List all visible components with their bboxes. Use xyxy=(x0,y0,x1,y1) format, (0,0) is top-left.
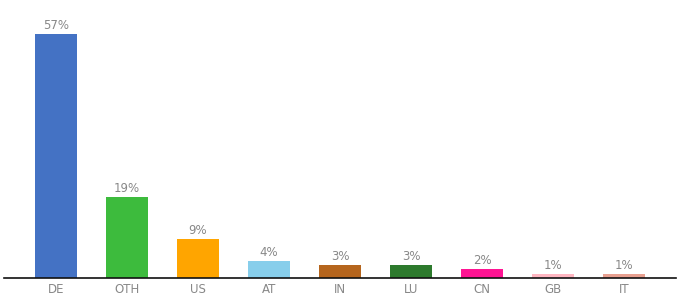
Bar xyxy=(35,34,78,278)
Bar xyxy=(602,274,645,278)
Text: 1%: 1% xyxy=(544,259,562,272)
Text: 2%: 2% xyxy=(473,254,492,267)
Text: 57%: 57% xyxy=(43,19,69,32)
Bar xyxy=(461,269,503,278)
Bar xyxy=(390,265,432,278)
Bar xyxy=(319,265,361,278)
Text: 9%: 9% xyxy=(188,224,207,237)
Bar xyxy=(248,261,290,278)
Text: 4%: 4% xyxy=(260,246,278,259)
Bar xyxy=(532,274,575,278)
Text: 1%: 1% xyxy=(615,259,633,272)
Text: 3%: 3% xyxy=(330,250,350,263)
Text: 3%: 3% xyxy=(402,250,420,263)
Text: 19%: 19% xyxy=(114,182,140,194)
Bar xyxy=(177,239,219,278)
Bar xyxy=(105,197,148,278)
